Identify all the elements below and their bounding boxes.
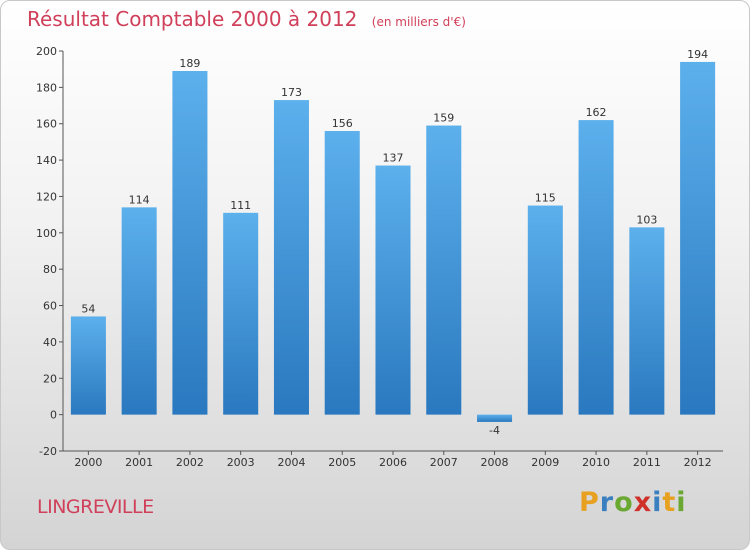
x-tick-label: 2012 <box>684 456 712 469</box>
proxiti-logo[interactable]: Proxiti <box>579 487 687 518</box>
bar-2001 <box>121 207 157 415</box>
logo-letter: r <box>599 487 615 518</box>
logo-letter: P <box>579 487 600 518</box>
bar-2010 <box>578 120 614 415</box>
chart-title: Résultat Comptable 2000 à 2012 (en milli… <box>27 7 466 31</box>
x-tick-label: 2003 <box>227 456 255 469</box>
y-tick-label: 100 <box>36 227 57 240</box>
value-label: 114 <box>129 193 150 206</box>
bar-2002 <box>172 71 208 415</box>
logo-letter: i <box>676 487 687 518</box>
value-label: 159 <box>433 112 454 125</box>
value-label: 173 <box>281 86 302 99</box>
x-tick-label: 2002 <box>176 456 204 469</box>
value-label: 156 <box>332 117 353 130</box>
y-tick-label: 0 <box>50 409 57 422</box>
x-tick-label: 2009 <box>531 456 559 469</box>
x-tick-label: 2001 <box>125 456 153 469</box>
value-label: 54 <box>81 302 95 315</box>
y-tick-label: 200 <box>36 45 57 58</box>
x-tick-label: 2008 <box>481 456 509 469</box>
y-tick-label: 180 <box>36 81 57 94</box>
x-tick-label: 2011 <box>633 456 661 469</box>
value-label: 103 <box>636 213 657 226</box>
bar-2003 <box>223 212 259 415</box>
y-tick-label: 120 <box>36 190 57 203</box>
x-tick-label: 2005 <box>328 456 356 469</box>
value-label: 111 <box>230 199 251 212</box>
logo-letter: t <box>662 487 677 518</box>
bar-2008 <box>477 414 513 422</box>
bar-2000 <box>70 316 106 415</box>
value-label: 115 <box>535 192 556 205</box>
logo-letter: x <box>633 487 653 518</box>
value-label: 189 <box>179 57 200 70</box>
y-tick-label: 20 <box>43 372 57 385</box>
x-tick-label: 2010 <box>582 456 610 469</box>
y-tick-label: 140 <box>36 154 57 167</box>
chart-title-text: Résultat Comptable 2000 à 2012 <box>27 7 358 31</box>
bar-2007 <box>426 125 462 415</box>
logo-letter: o <box>614 487 634 518</box>
value-label: -4 <box>489 424 500 437</box>
y-tick-label: 40 <box>43 336 57 349</box>
value-label: 137 <box>383 152 404 165</box>
y-tick-label: 60 <box>43 300 57 313</box>
x-tick-label: 2004 <box>277 456 305 469</box>
value-label: 194 <box>687 48 708 61</box>
y-tick-label: 160 <box>36 118 57 131</box>
chart-subtitle: (en milliers d'€) <box>371 15 466 29</box>
bar-2006 <box>375 165 411 415</box>
bar-2004 <box>273 100 309 415</box>
logo-letter: i <box>652 487 663 518</box>
x-tick-label: 2000 <box>74 456 102 469</box>
bar-2011 <box>629 227 665 415</box>
value-label: 162 <box>586 106 607 119</box>
x-tick-label: 2006 <box>379 456 407 469</box>
y-tick-label: -20 <box>39 445 57 458</box>
y-tick-label: 80 <box>43 263 57 276</box>
bar-2005 <box>324 131 360 415</box>
bar-2012 <box>680 61 716 415</box>
commune-name: LINGREVILLE <box>37 496 154 518</box>
x-tick-label: 2007 <box>430 456 458 469</box>
bar-2009 <box>527 205 563 415</box>
